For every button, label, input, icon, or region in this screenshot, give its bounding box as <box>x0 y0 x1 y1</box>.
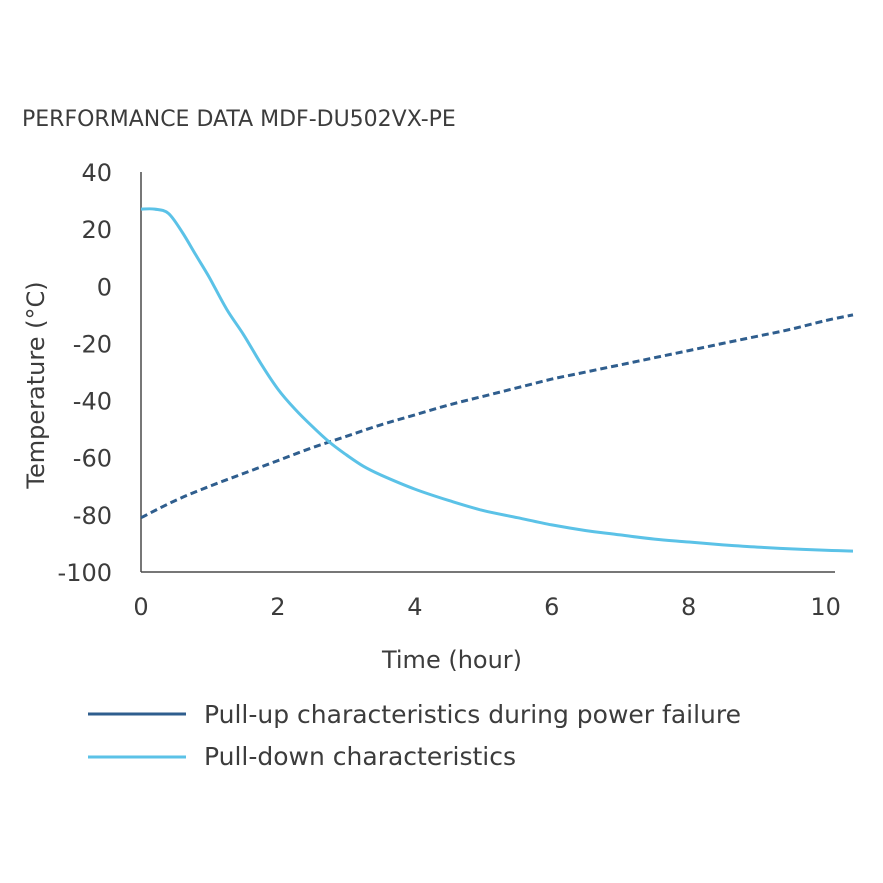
y-tick-label: 20 <box>81 216 112 244</box>
y-tick-label: -100 <box>58 559 112 587</box>
legend: Pull-up characteristics during power fai… <box>88 700 741 771</box>
series-layer <box>140 207 854 553</box>
y-tick-label: -40 <box>73 388 112 416</box>
y-tick-label: -80 <box>73 502 112 530</box>
y-tick-label: -60 <box>73 445 112 473</box>
series-line-pull-up <box>140 313 854 520</box>
x-tick-label: 6 <box>544 593 559 621</box>
x-axis-label: Time (hour) <box>381 646 522 674</box>
chart-title: PERFORMANCE DATA MDF-DU502VX-PE <box>22 107 456 132</box>
legend-label-pull-up: Pull-up characteristics during power fai… <box>204 700 741 729</box>
y-tick-label: -20 <box>73 330 112 358</box>
legend-label-pull-down: Pull-down characteristics <box>204 742 516 771</box>
x-axis-ticks: 0 2 4 6 8 10 <box>133 593 841 621</box>
y-tick-label: 0 <box>97 273 112 301</box>
x-tick-label: 10 <box>810 593 841 621</box>
y-axis-label: Temperature (°C) <box>22 281 50 489</box>
y-axis-ticks: 40 20 0 -20 -40 -60 -80 -100 <box>58 159 112 587</box>
x-tick-label: 8 <box>681 593 696 621</box>
x-tick-label: 2 <box>270 593 285 621</box>
x-tick-label: 0 <box>133 593 148 621</box>
series-line-pull-down <box>140 207 854 553</box>
x-tick-label: 4 <box>407 593 422 621</box>
y-tick-label: 40 <box>81 159 112 187</box>
